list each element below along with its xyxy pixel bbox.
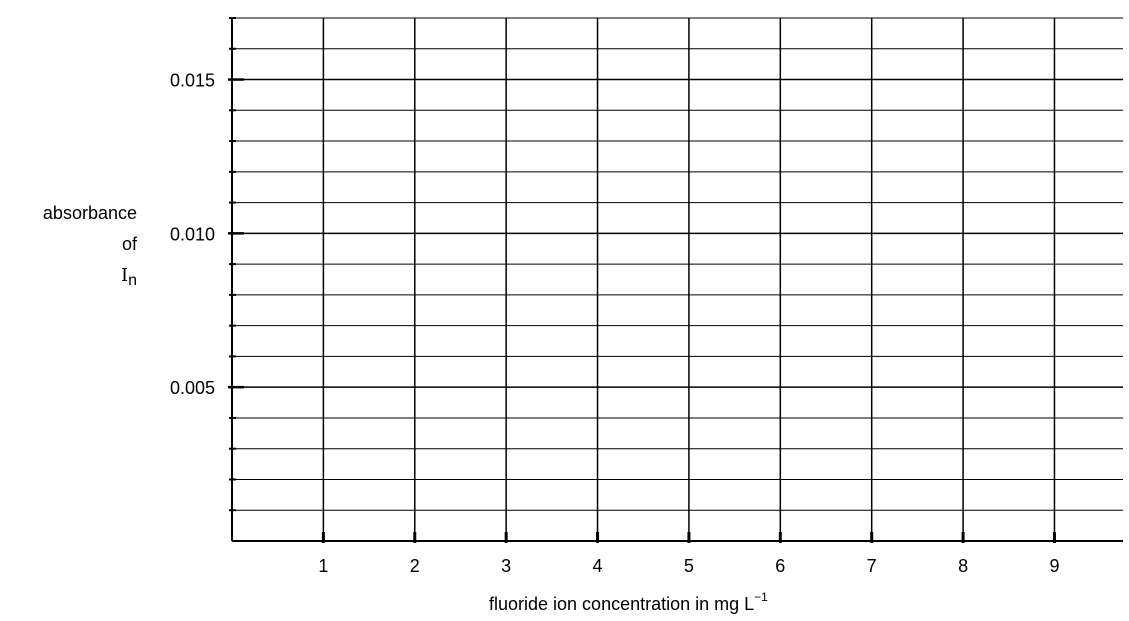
y-tick-label: 0.005	[170, 378, 215, 398]
x-tick-labels: 1 2 3 4 5 6 7 8 9	[318, 556, 1059, 576]
x-tick-label: 4	[593, 556, 603, 576]
x-tick-label: 1	[318, 556, 328, 576]
y-axis-label-subscript: n	[128, 272, 137, 289]
x-tick-label: 9	[1049, 556, 1059, 576]
y-axis-label: absorbance of In	[4, 198, 137, 296]
y-tick-label: 0.010	[170, 224, 215, 244]
y-axis-label-line2: of	[121, 234, 137, 254]
x-tick-label: 7	[867, 556, 877, 576]
y-axis-label-line1: absorbance	[42, 203, 137, 223]
x-axis-label-text: fluoride ion concentration in mg L	[489, 594, 755, 614]
x-tick-label: 2	[410, 556, 420, 576]
x-tick-label: 3	[501, 556, 511, 576]
x-axis-label-superscript: −1	[754, 590, 768, 604]
y-tick-label: 0.015	[170, 71, 215, 91]
x-tick-label: 8	[958, 556, 968, 576]
y-axis-label-line3: In	[4, 260, 137, 296]
axes	[231, 18, 1123, 542]
x-tick-label: 6	[775, 556, 785, 576]
x-tick-label: 5	[684, 556, 694, 576]
vertical-gridlines	[322, 18, 1056, 541]
axis-ticks	[228, 17, 1056, 543]
horizontal-gridlines	[232, 17, 1123, 511]
x-axis-label: fluoride ion concentration in mg L−1	[489, 590, 768, 615]
y-tick-labels: 0.005 0.010 0.015	[170, 71, 215, 399]
y-axis-label-symbol: I	[120, 265, 129, 286]
